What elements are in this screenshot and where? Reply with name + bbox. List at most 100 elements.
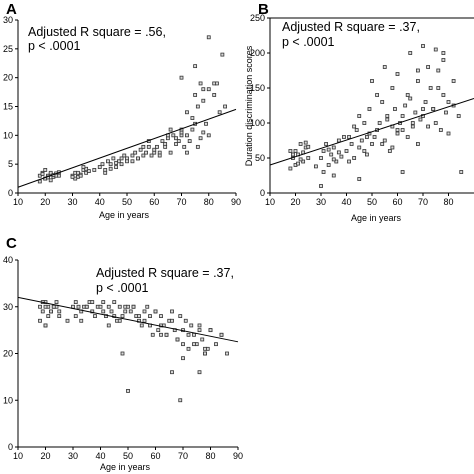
panel-b-data-point <box>438 128 443 132</box>
panel-a-data-point <box>86 169 91 173</box>
panel-a-data-point <box>100 162 105 167</box>
panel-c-data-point <box>175 337 180 342</box>
panel-b-data-point <box>421 44 425 48</box>
panel-c-data-point <box>98 304 103 309</box>
panel-c-xtick-label: 90 <box>233 451 243 461</box>
panel-b-data-point <box>331 157 336 162</box>
panel-b-data-point <box>410 121 415 125</box>
panel-c-data-point <box>145 304 150 309</box>
panel-c-data-point <box>54 300 59 304</box>
panel-c-data-point <box>153 309 158 314</box>
panel-a-data-point <box>174 136 178 141</box>
panel-b-data-point <box>339 154 344 159</box>
panel-b-data-point <box>410 124 415 129</box>
panel-b-data-point <box>426 124 431 129</box>
panel-b-data-point <box>390 86 395 90</box>
panel-a-data-point <box>182 144 187 149</box>
panel-b-data-point <box>405 93 410 97</box>
panel-b-data-point <box>326 163 331 167</box>
panel-b-data-point <box>347 159 351 164</box>
panel-a-data-point <box>195 144 200 149</box>
panel-b-data-point <box>336 150 341 155</box>
panel-b-data-point <box>319 156 323 160</box>
panel-c-xlabel: Age in years <box>100 462 151 472</box>
panel-b-data-point <box>359 138 364 143</box>
panel-c-letter: C <box>6 235 17 252</box>
panel-a-data-point <box>204 121 208 126</box>
panel-c-data-point <box>181 342 185 347</box>
panel-c-data-point <box>183 318 188 323</box>
panel-a-data-point <box>176 139 181 144</box>
panel-a-xtick-label: 30 <box>67 197 77 207</box>
panel-b-data-point <box>372 135 377 139</box>
panel-b-data-point <box>382 138 387 143</box>
panel-c-data-point <box>170 309 174 314</box>
panel-b-data-point <box>436 86 441 90</box>
panel-c-data-point <box>73 314 78 319</box>
panel-a-data-point <box>220 52 225 57</box>
panel-c-data-point <box>84 304 89 309</box>
panel-c-data-point <box>101 300 106 304</box>
panel-a-data-point <box>217 110 222 115</box>
panel-b-data-point <box>408 51 413 55</box>
panel-b: B 10 20 30 40 50 60 70 80 0 50 100 150 200 250 Adjust… <box>244 1 474 223</box>
panel-b-data-point <box>431 107 436 111</box>
panel-b-data-point <box>357 145 362 150</box>
panel-a-data-point <box>160 139 165 144</box>
panel-b-data-point <box>331 173 336 178</box>
panel-a-data-point <box>168 127 173 132</box>
panel-c-annotation-line2: p < .0001 <box>96 281 149 295</box>
panel-a-points <box>37 35 228 184</box>
panel-a-data-point <box>119 162 124 167</box>
panel-b-data-point <box>362 121 367 125</box>
panel-b-xlabel: Age in years <box>351 213 402 223</box>
panel-b-data-point <box>456 114 461 118</box>
panel-b-data-point <box>347 135 351 139</box>
panel-a-data-point <box>141 153 146 158</box>
panel-b-data-point <box>408 96 413 101</box>
panel-b-data-point <box>377 121 382 125</box>
panel-b-data-point <box>380 142 385 146</box>
panel-b-xtick-label: 30 <box>316 197 326 207</box>
panel-c-data-point <box>46 314 51 319</box>
panel-b-data-point <box>367 107 372 111</box>
panel-c-data-point <box>156 328 161 333</box>
panel-c-ytick-label: 40 <box>3 255 13 265</box>
panel-c-data-point <box>51 304 56 309</box>
panel-c-xtick-label: 10 <box>13 451 23 461</box>
panel-a-data-point <box>48 170 53 175</box>
panel-b-ylabel: Duration discrimination scores <box>244 45 254 166</box>
panel-a-data-point <box>108 162 113 167</box>
panel-a-data-point <box>111 156 116 161</box>
panel-b-data-point <box>344 149 349 153</box>
panel-b-data-point <box>313 164 318 169</box>
panel-b-data-point <box>400 114 405 118</box>
panel-a-data-point <box>206 87 211 92</box>
panel-a-data-point <box>215 81 219 86</box>
panel-b-data-point <box>441 93 446 97</box>
panel-a-data-point <box>146 144 151 149</box>
panel-b-xtick-label: 60 <box>392 197 402 207</box>
panel-a-data-point <box>187 139 192 144</box>
panel-b-letter: B <box>258 1 269 18</box>
panel-b-data-point <box>352 156 357 160</box>
panel-c-data-point <box>128 309 133 314</box>
panel-a-data-point <box>198 136 203 141</box>
panel-b-ytick-label: 0 <box>260 188 265 198</box>
panel-b-data-point <box>413 110 418 115</box>
panel-a-annotation-line1: Adjusted R square = .56, <box>28 25 166 39</box>
panel-a-data-point <box>206 35 211 40</box>
panel-b-data-point <box>415 68 420 73</box>
panel-a-data-point <box>78 173 83 178</box>
panel-b-data-point <box>423 100 428 104</box>
panel-a-data-point <box>190 127 195 132</box>
panel-b-data-point <box>451 79 456 83</box>
panel-c-data-point <box>76 304 81 309</box>
panel-c-data-point <box>109 309 114 314</box>
panel-c-data-point <box>43 323 48 328</box>
panel-c-data-point <box>164 332 169 337</box>
panel-a-ytick-label: 5 <box>8 159 13 169</box>
panel-b-data-point <box>354 128 359 132</box>
panel-c-data-point <box>203 351 207 356</box>
panel-b-data-point <box>326 147 331 152</box>
